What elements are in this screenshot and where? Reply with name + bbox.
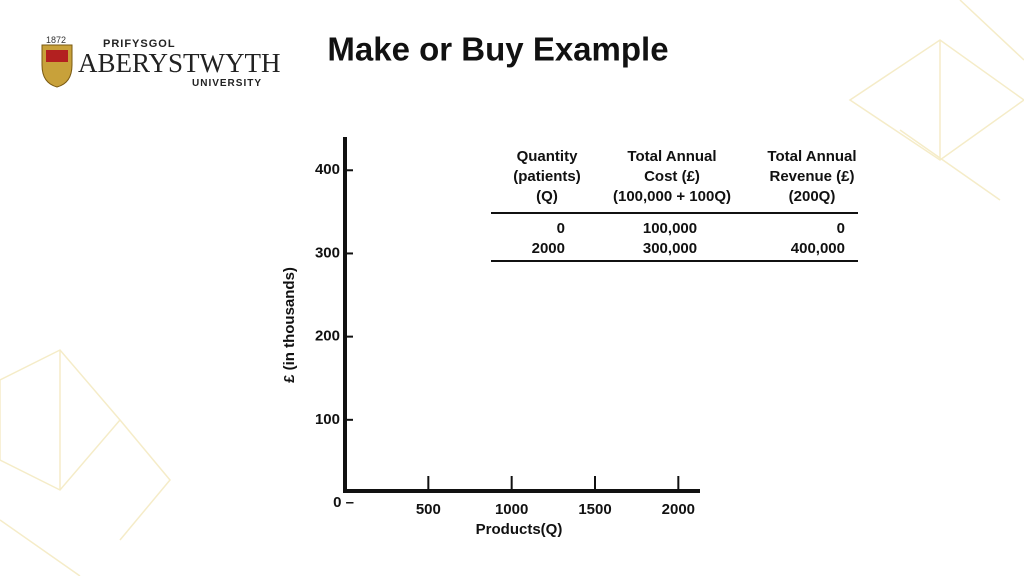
table-header: (Q) [536, 188, 558, 205]
table-header: Revenue (£) [769, 168, 854, 185]
logo-year: 1872 [46, 35, 66, 45]
table-header: Cost (£) [644, 168, 700, 185]
y-axis-label: £ (in thousands) [281, 267, 298, 383]
y-tick-label: 200 [315, 328, 340, 345]
x-tick-label: 500 [416, 501, 441, 518]
x-axis-label: Products(Q) [476, 521, 563, 538]
table-header: Total Annual [767, 148, 856, 165]
table-header: (patients) [513, 168, 581, 185]
x-tick-label: 2000 [662, 501, 695, 518]
table-cell: 100,000 [643, 220, 697, 237]
table-header: (100,000 + 100Q) [613, 188, 731, 205]
y-tick-label: 300 [315, 244, 340, 261]
slide-title: Make or Buy Example [327, 31, 668, 68]
table-cell: 0 [837, 220, 845, 237]
logo: 1872 PRIFYSGOL ABERYSTWYTH UNIVERSITY [41, 35, 281, 89]
table-header: Quantity [517, 148, 578, 165]
table-header: Total Annual [627, 148, 716, 165]
y-tick-label: 100 [315, 411, 340, 428]
y-tick-label: 0 – [333, 494, 354, 511]
x-tick-label: 1000 [495, 501, 528, 518]
table-cell: 300,000 [643, 240, 697, 257]
table-cell: 2000 [532, 240, 565, 257]
logo-line2: ABERYSTWYTH [78, 48, 281, 78]
x-tick-label: 1500 [578, 501, 611, 518]
y-tick-label: 400 [315, 161, 340, 178]
logo-line3: UNIVERSITY [192, 78, 262, 89]
table-cell: 400,000 [791, 240, 845, 257]
logo-line1: PRIFYSGOL [103, 38, 176, 50]
crest-detail [46, 50, 68, 62]
table-header: (200Q) [789, 188, 836, 205]
table-cell: 0 [557, 220, 565, 237]
